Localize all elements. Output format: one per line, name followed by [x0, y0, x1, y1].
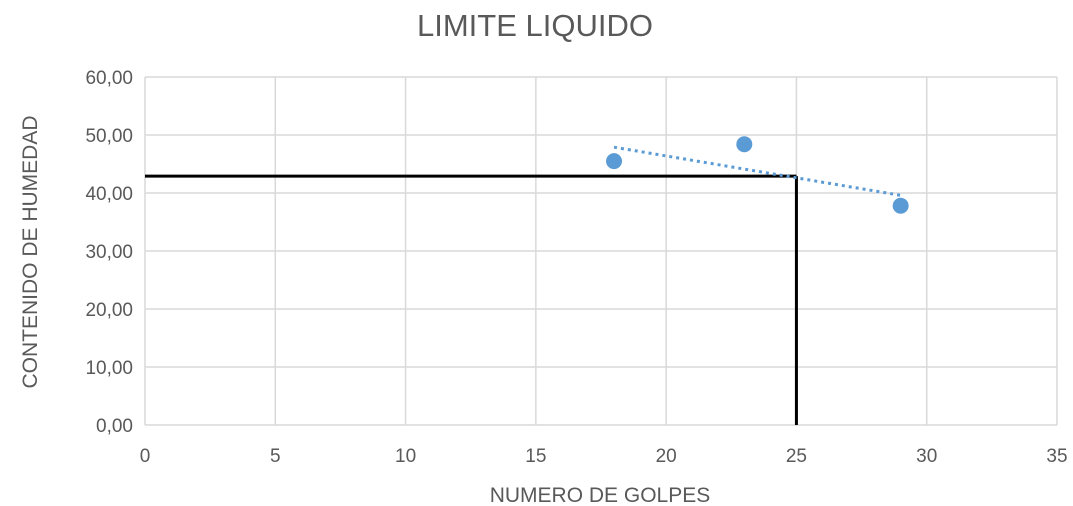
- y-tick-label: 50,00: [85, 126, 133, 147]
- y-tick-label: 10,00: [85, 358, 133, 379]
- data-point: [606, 153, 623, 170]
- x-axis-ticks: 0 5 10 15 20 25 30 35: [140, 446, 1068, 467]
- x-tick-label: 30: [916, 446, 937, 467]
- x-axis-title: NUMERO DE GOLPES: [490, 484, 711, 506]
- chart-title: LIMITE LIQUIDO: [417, 8, 653, 43]
- y-axis-title: CONTENIDO DE HUMEDAD: [19, 115, 42, 388]
- data-point: [736, 136, 753, 153]
- y-tick-label: 60,00: [85, 68, 133, 89]
- x-tick-label: 35: [1046, 446, 1067, 467]
- y-tick-label: 30,00: [85, 242, 133, 263]
- x-tick-label: 0: [140, 446, 151, 467]
- y-tick-label: 40,00: [85, 184, 133, 205]
- x-tick-label: 25: [786, 446, 807, 467]
- y-axis-ticks: 0,00 10,00 20,00 30,00 40,00 50,00 60,00: [85, 68, 133, 437]
- x-tick-label: 10: [395, 446, 416, 467]
- gridlines: [144, 76, 1058, 426]
- x-tick-label: 15: [525, 446, 546, 467]
- trendline-group: [613, 145, 901, 197]
- x-tick-label: 5: [270, 446, 281, 467]
- reference-lines: [145, 174, 798, 425]
- data-points: [606, 136, 909, 214]
- y-tick-label: 20,00: [85, 300, 133, 321]
- x-tick-label: 20: [656, 446, 677, 467]
- y-tick-label: 0,00: [96, 416, 133, 437]
- data-point: [892, 197, 909, 214]
- trendline: [613, 145, 901, 197]
